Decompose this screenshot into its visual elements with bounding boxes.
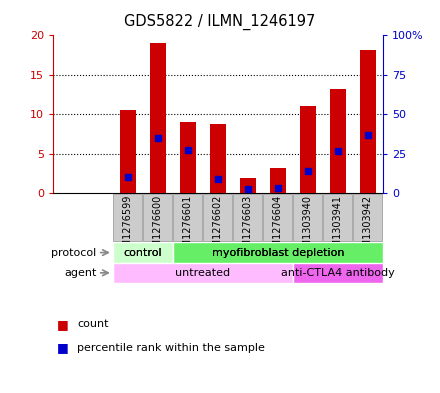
FancyBboxPatch shape	[293, 194, 322, 241]
FancyBboxPatch shape	[233, 194, 262, 241]
Text: control: control	[124, 248, 162, 257]
FancyBboxPatch shape	[264, 194, 292, 241]
Text: GSM1303942: GSM1303942	[363, 195, 373, 260]
Text: GSM1303941: GSM1303941	[333, 195, 343, 260]
FancyBboxPatch shape	[173, 242, 383, 263]
Text: GSM1276599: GSM1276599	[123, 195, 133, 260]
FancyBboxPatch shape	[203, 194, 232, 241]
Text: GSM1276603: GSM1276603	[243, 195, 253, 260]
Bar	[209, 125, 226, 193]
Text: GSM1276604: GSM1276604	[273, 195, 283, 260]
Text: protocol: protocol	[51, 248, 96, 257]
FancyBboxPatch shape	[113, 242, 173, 263]
Text: GSM1303940: GSM1303940	[303, 195, 313, 260]
Text: GSM1276602: GSM1276602	[213, 195, 223, 260]
Text: ■: ■	[57, 318, 69, 331]
Text: GSM1276600: GSM1276600	[153, 195, 163, 260]
Text: GSM1276601: GSM1276601	[183, 195, 193, 260]
Text: agent: agent	[64, 268, 96, 278]
FancyBboxPatch shape	[143, 194, 172, 241]
Text: GDS5822 / ILMN_1246197: GDS5822 / ILMN_1246197	[125, 13, 315, 30]
FancyBboxPatch shape	[113, 263, 293, 283]
Text: untreated: untreated	[175, 268, 231, 278]
FancyBboxPatch shape	[173, 194, 202, 241]
Text: percentile rank within the sample: percentile rank within the sample	[77, 343, 265, 353]
Text: control: control	[124, 248, 162, 257]
Bar	[180, 122, 196, 193]
FancyBboxPatch shape	[293, 263, 383, 283]
Bar	[359, 50, 376, 193]
FancyBboxPatch shape	[114, 194, 142, 241]
Text: myofibroblast depletion: myofibroblast depletion	[212, 248, 344, 257]
Text: count: count	[77, 319, 109, 329]
Bar	[239, 178, 256, 193]
Text: myofibroblast depletion: myofibroblast depletion	[212, 248, 344, 257]
Bar	[120, 110, 136, 193]
Text: anti-CTLA4 antibody: anti-CTLA4 antibody	[281, 268, 395, 278]
FancyBboxPatch shape	[353, 194, 382, 241]
FancyBboxPatch shape	[173, 242, 383, 263]
Text: ■: ■	[57, 341, 69, 354]
Bar	[300, 106, 316, 193]
Bar	[270, 168, 286, 193]
Bar	[150, 43, 166, 193]
Bar	[330, 89, 346, 193]
FancyBboxPatch shape	[323, 194, 352, 241]
FancyBboxPatch shape	[113, 242, 173, 263]
